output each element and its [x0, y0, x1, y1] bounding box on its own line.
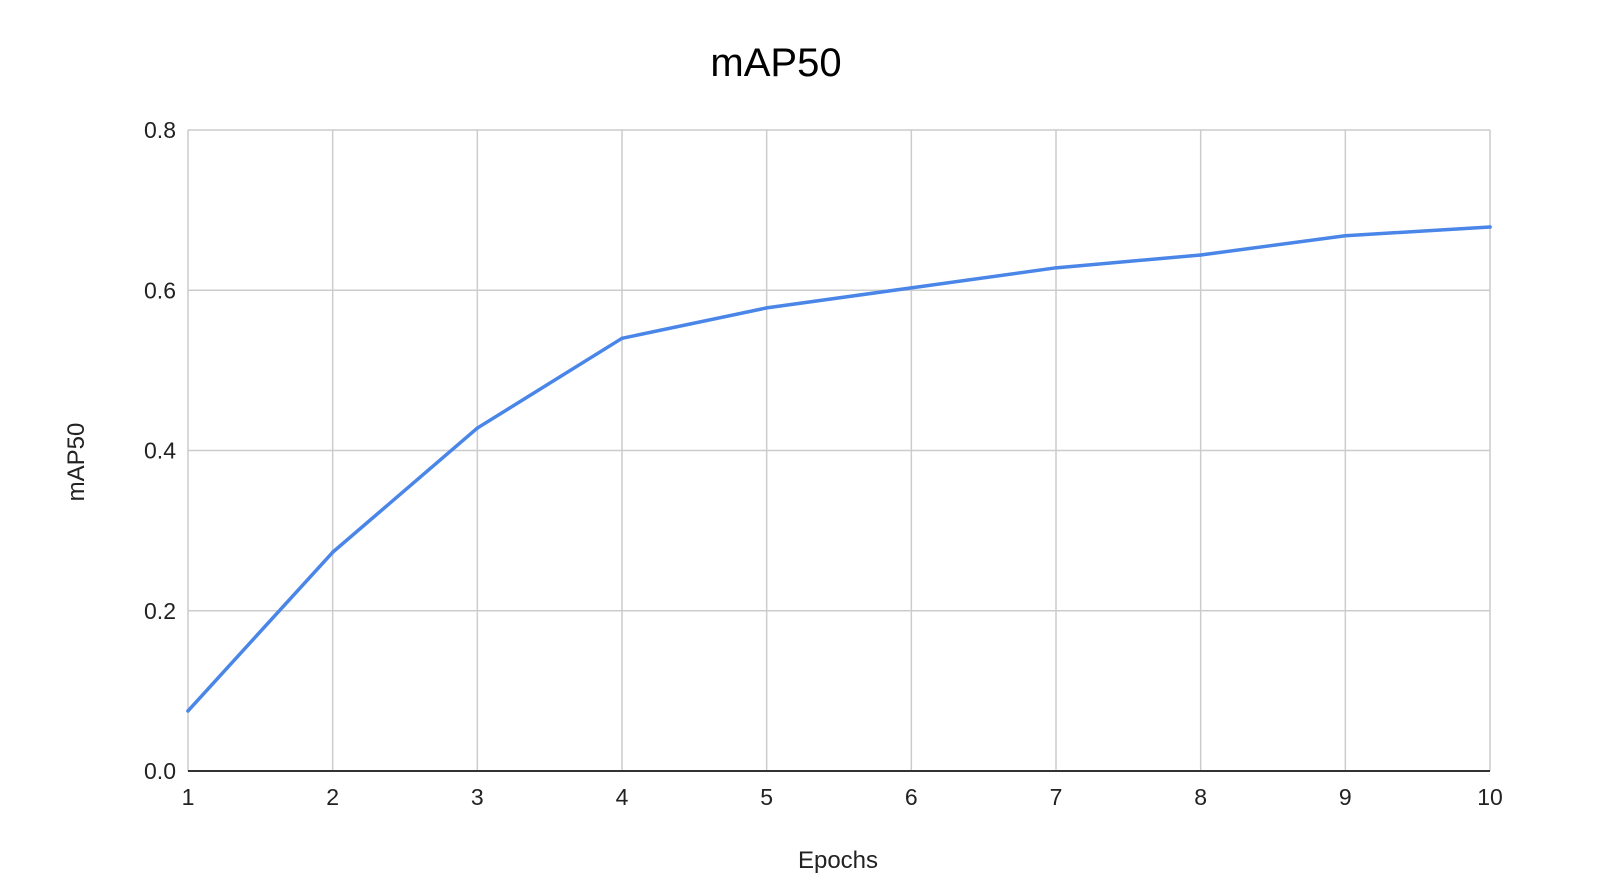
data-point: [909, 286, 914, 290]
x-tick-label: 7: [1050, 784, 1063, 810]
x-tick-label: 2: [326, 784, 339, 810]
data-point: [1054, 266, 1058, 270]
data-point: [620, 336, 624, 341]
data-point: [1198, 253, 1203, 257]
data-point: [330, 550, 335, 555]
tick-labels: 0.0 0.2 0.4 0.6 0.8 1 2 3 4 5 6 7 8 9 10: [144, 117, 1503, 810]
x-tick-label: 10: [1477, 784, 1503, 810]
x-tick-label: 3: [471, 784, 484, 810]
y-tick-label: 0.4: [144, 438, 176, 464]
x-tick-label: 5: [760, 784, 773, 810]
data-point: [1488, 225, 1492, 229]
series-line: [186, 225, 1492, 713]
data-point: [475, 426, 480, 430]
data-point: [186, 709, 190, 713]
y-tick-label: 0.6: [144, 277, 176, 303]
data-point: [764, 306, 769, 310]
data-point: [1343, 234, 1348, 238]
chart-title: mAP50: [710, 41, 841, 85]
x-axis-label: Epochs: [798, 847, 878, 874]
x-tick-label: 1: [182, 784, 195, 810]
x-tick-label: 8: [1194, 784, 1207, 810]
y-tick-label: 0.0: [144, 758, 176, 784]
y-axis-label: mAP50: [63, 423, 90, 502]
y-tick-label: 0.2: [144, 598, 176, 624]
x-tick-label: 9: [1339, 784, 1352, 810]
axes: [187, 130, 1490, 772]
x-tick-label: 4: [616, 784, 629, 810]
y-tick-label: 0.8: [144, 117, 176, 143]
x-tick-label: 6: [905, 784, 918, 810]
series-layer: [186, 225, 1492, 713]
